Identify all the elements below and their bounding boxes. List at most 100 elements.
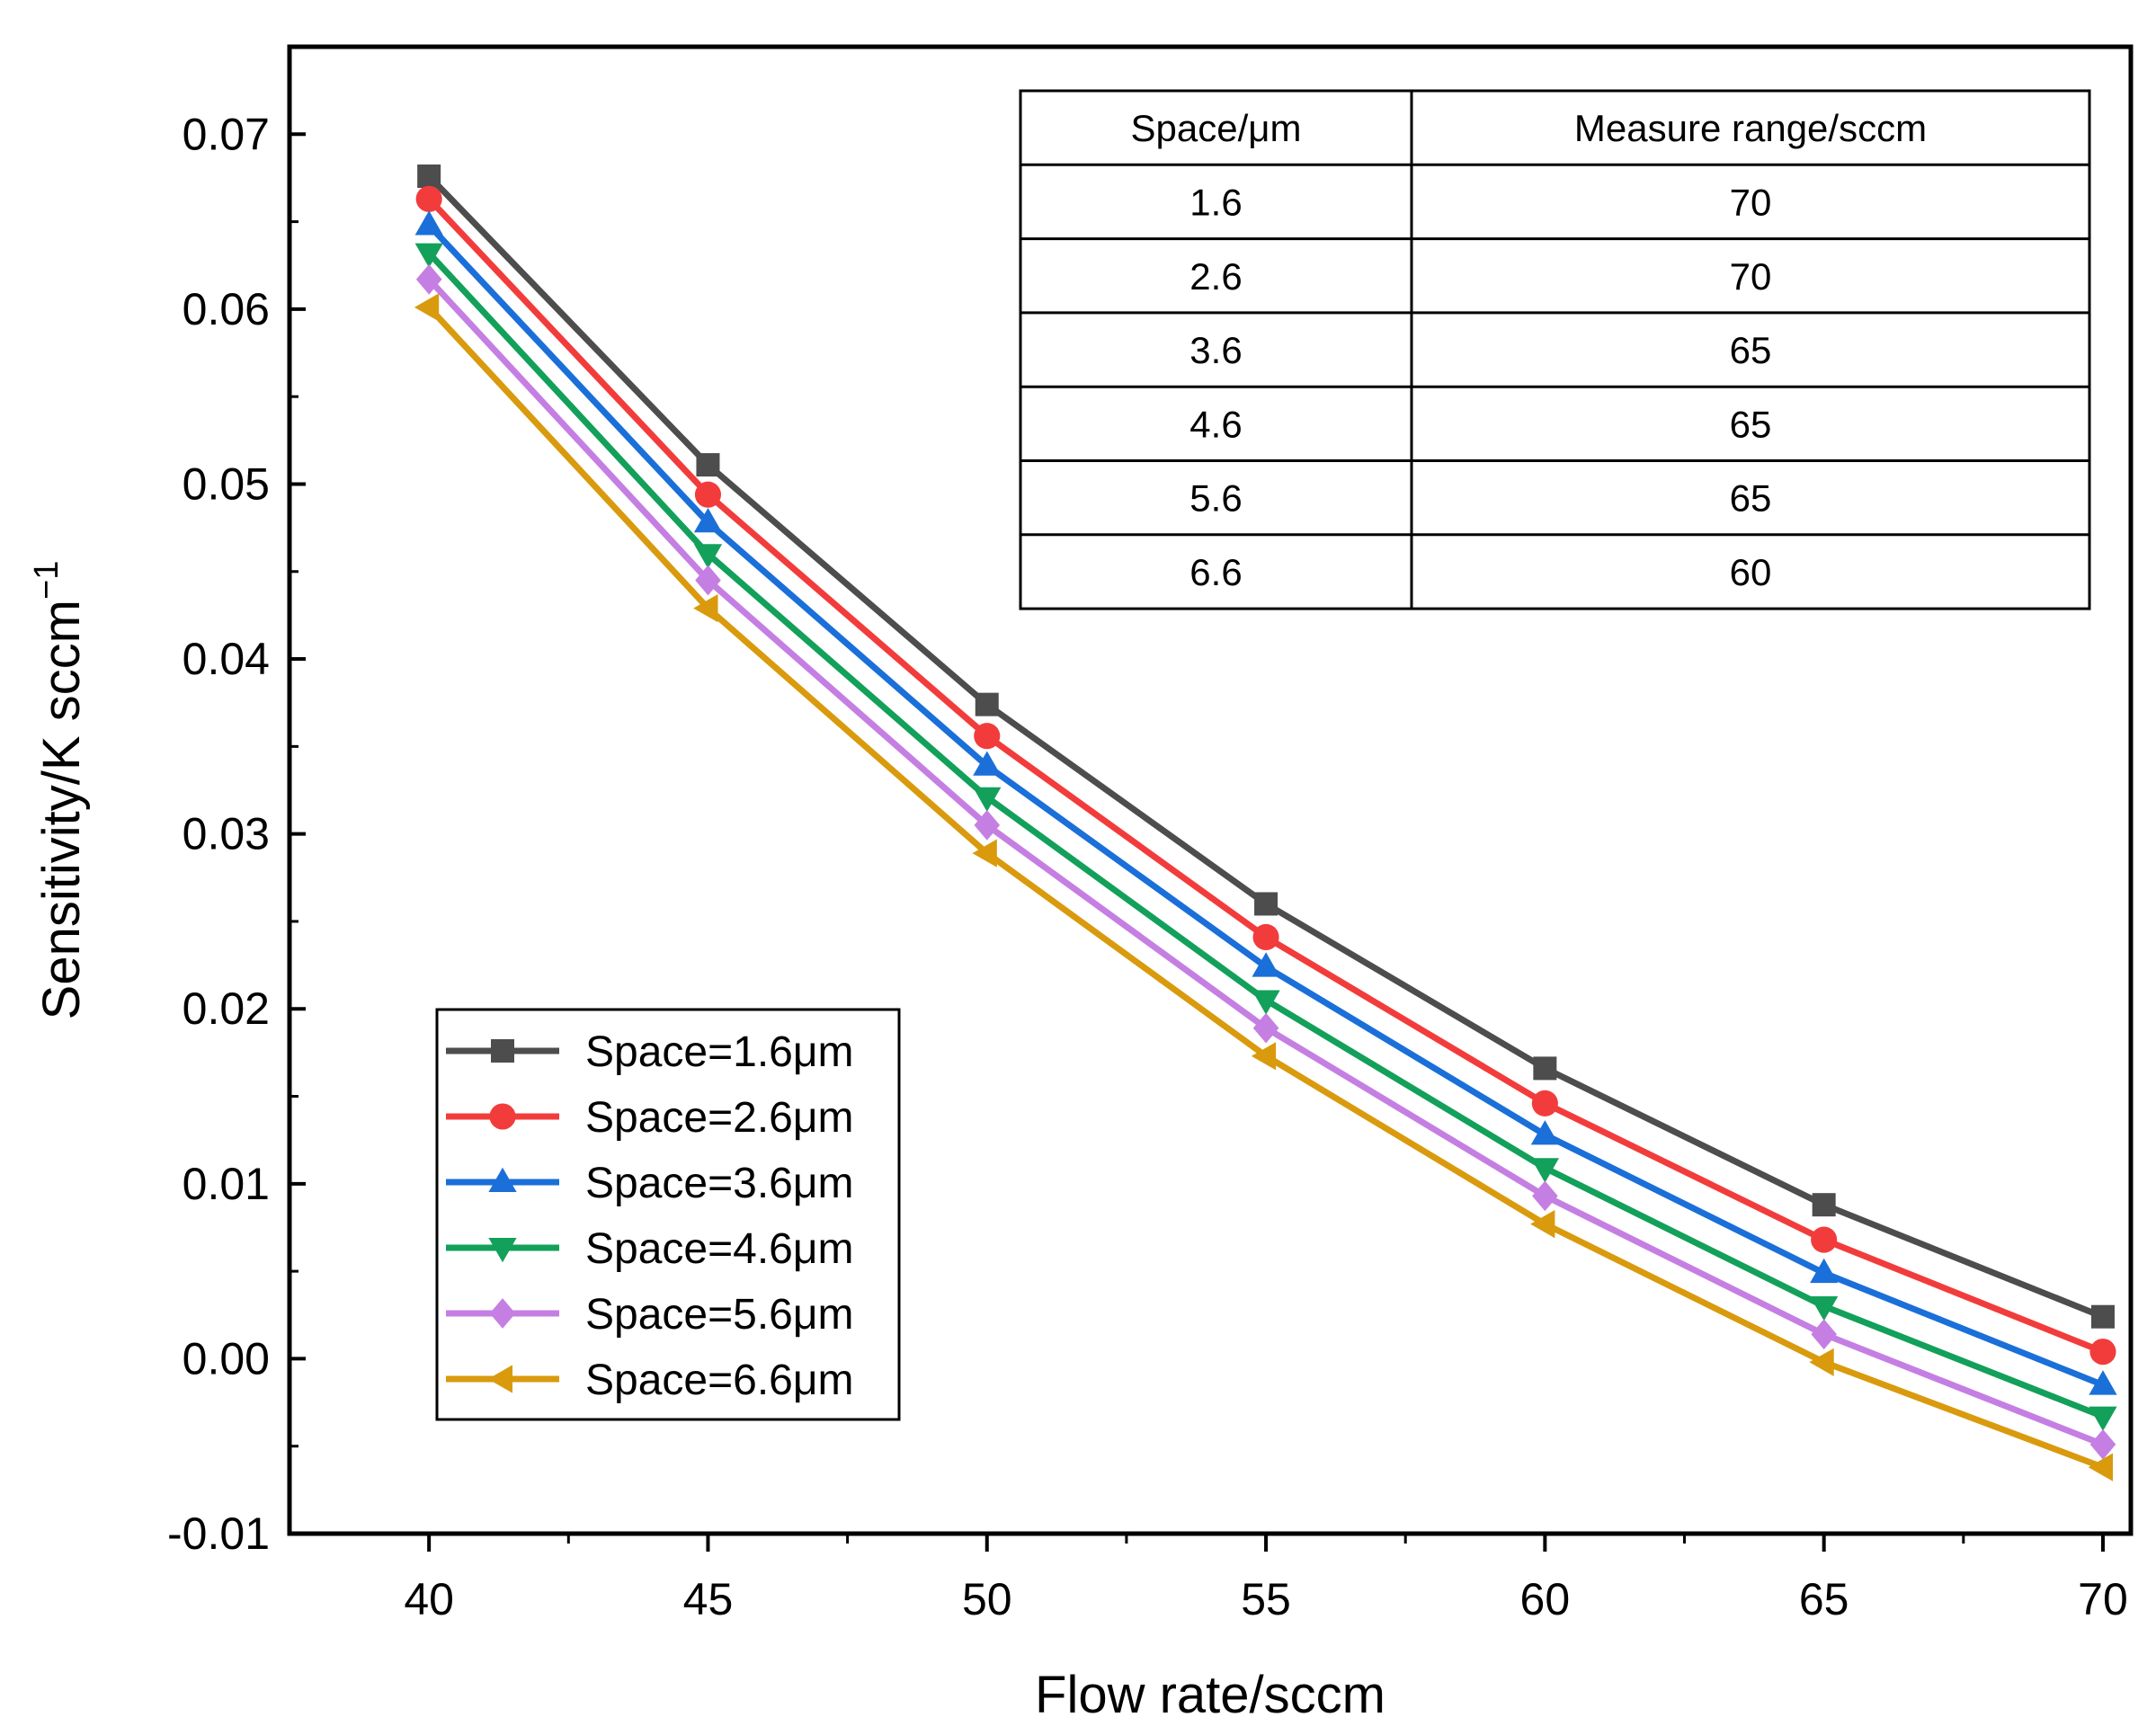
data-point [973,751,1002,776]
table-cell: 70 [1730,181,1772,223]
table-cell: 65 [1730,329,1772,371]
data-point [1530,1210,1555,1239]
data-point [1811,1226,1838,1253]
data-point [972,839,997,868]
data-point [414,243,443,268]
x-axis-title: Flow rate/sccm [1035,1666,1385,1724]
y-axis-ticks: -0.01 0.00 0.01 0.02 0.03 0.04 0.05 0.06 0.07 [167,109,306,1559]
data-point [1252,990,1280,1015]
y-tick-label: -0.01 [167,1508,270,1559]
data-point [693,544,723,569]
legend-label: Space=6.6μm [585,1357,854,1404]
table-header-cell: Measure range/sccm [1574,107,1927,149]
legend-item: Space=5.6μm [446,1291,854,1339]
data-point [414,210,443,236]
table-cell: 1.6 [1189,181,1242,223]
table-cell: 65 [1730,477,1772,520]
data-point [974,810,1001,841]
series-3 [414,210,2117,1395]
legend: Space=1.6μm Space=2.6μm Space=3.6μm Space=4… [435,1008,901,1421]
y-tick-label: 0.00 [183,1333,270,1384]
data-point [1251,1042,1277,1071]
data-point [973,787,1002,812]
data-point [1531,1090,1558,1117]
legend-item: Space=6.6μm [446,1357,854,1404]
legend-label: Space=2.6μm [585,1094,854,1142]
data-point [1530,1120,1559,1145]
legend-item: Space=4.6μm [446,1225,854,1273]
table-header-cell: Space/μm [1131,107,1302,149]
legend-box [435,1008,901,1421]
legend-marker [489,1103,516,1130]
data-point [696,453,720,477]
y-tick-label: 0.06 [183,284,270,334]
y-tick-label: 0.01 [183,1159,270,1209]
y-tick-label: 0.07 [183,109,270,159]
plot-frame [287,44,2134,1536]
data-point [694,481,722,508]
data-point [1810,1296,1839,1321]
data-point [975,692,999,716]
legend-marker [488,1238,517,1263]
legend-label: Space=3.6μm [585,1160,854,1207]
legend-item: Space=3.6μm [446,1160,854,1207]
x-tick-label: 40 [404,1574,454,1624]
inset-table: Space/μm Measure range/sccm 1.6 70 2.6 70 3.6 6… [1019,89,2091,610]
data-point [2089,1406,2117,1431]
data-point [1812,1193,1836,1217]
data-point [415,263,442,295]
data-point [1533,1056,1557,1081]
data-point [2090,1304,2115,1329]
data-point [1254,892,1278,916]
table-cell: 6.6 [1189,551,1242,593]
legend-label: Space=4.6μm [585,1225,854,1273]
legend-marker [491,1039,514,1063]
data-point [2089,1339,2116,1366]
series-5 [415,263,2116,1460]
table-cell: 60 [1730,551,1772,593]
data-point [1530,1158,1559,1183]
series-6 [414,293,2113,1481]
x-tick-label: 70 [2078,1574,2128,1624]
series-4 [414,243,2117,1431]
legend-marker [488,1167,517,1192]
table-cell: 2.6 [1189,255,1242,298]
table-cell: 70 [1730,255,1772,298]
y-axis-title-superscript: −1 [28,561,66,600]
data-point [414,293,440,322]
data-point [1252,923,1279,951]
series-layer [414,164,2117,1481]
legend-marker [489,1298,516,1329]
data-point [1811,1319,1837,1350]
y-tick-label: 0.05 [183,458,270,509]
data-point [695,565,721,596]
table-cell: 5.6 [1189,477,1242,520]
legend-item: Space=1.6μm [446,1028,854,1076]
x-axis-ticks: 40 45 50 55 60 65 70 [404,1534,2128,1624]
data-point [415,185,442,212]
y-tick-label: 0.02 [183,983,270,1034]
data-point [1252,952,1280,977]
series-2 [415,185,2116,1366]
data-point [1809,1348,1834,1376]
series-1 [417,164,2115,1329]
table-cell: 3.6 [1189,329,1242,371]
data-point [974,723,1001,750]
table-cell: 65 [1730,403,1772,445]
y-tick-label: 0.04 [183,634,270,684]
y-tick-label: 0.03 [183,809,270,859]
legend-label: Space=1.6μm [585,1028,854,1076]
table-border [1019,89,2091,610]
x-tick-label: 50 [962,1574,1012,1624]
legend-item: Space=2.6μm [446,1094,854,1142]
y-axis-title-main: Sensitivity/K sccm [32,600,91,1019]
data-point [693,594,718,623]
table-cell: 4.6 [1189,403,1242,445]
legend-marker [487,1365,512,1393]
data-point [1532,1180,1558,1212]
data-point [2089,1370,2117,1395]
y-axis-title: Sensitivity/K sccm−1 [28,561,91,1020]
legend-label: Space=5.6μm [585,1291,854,1339]
data-point [2089,1428,2116,1460]
